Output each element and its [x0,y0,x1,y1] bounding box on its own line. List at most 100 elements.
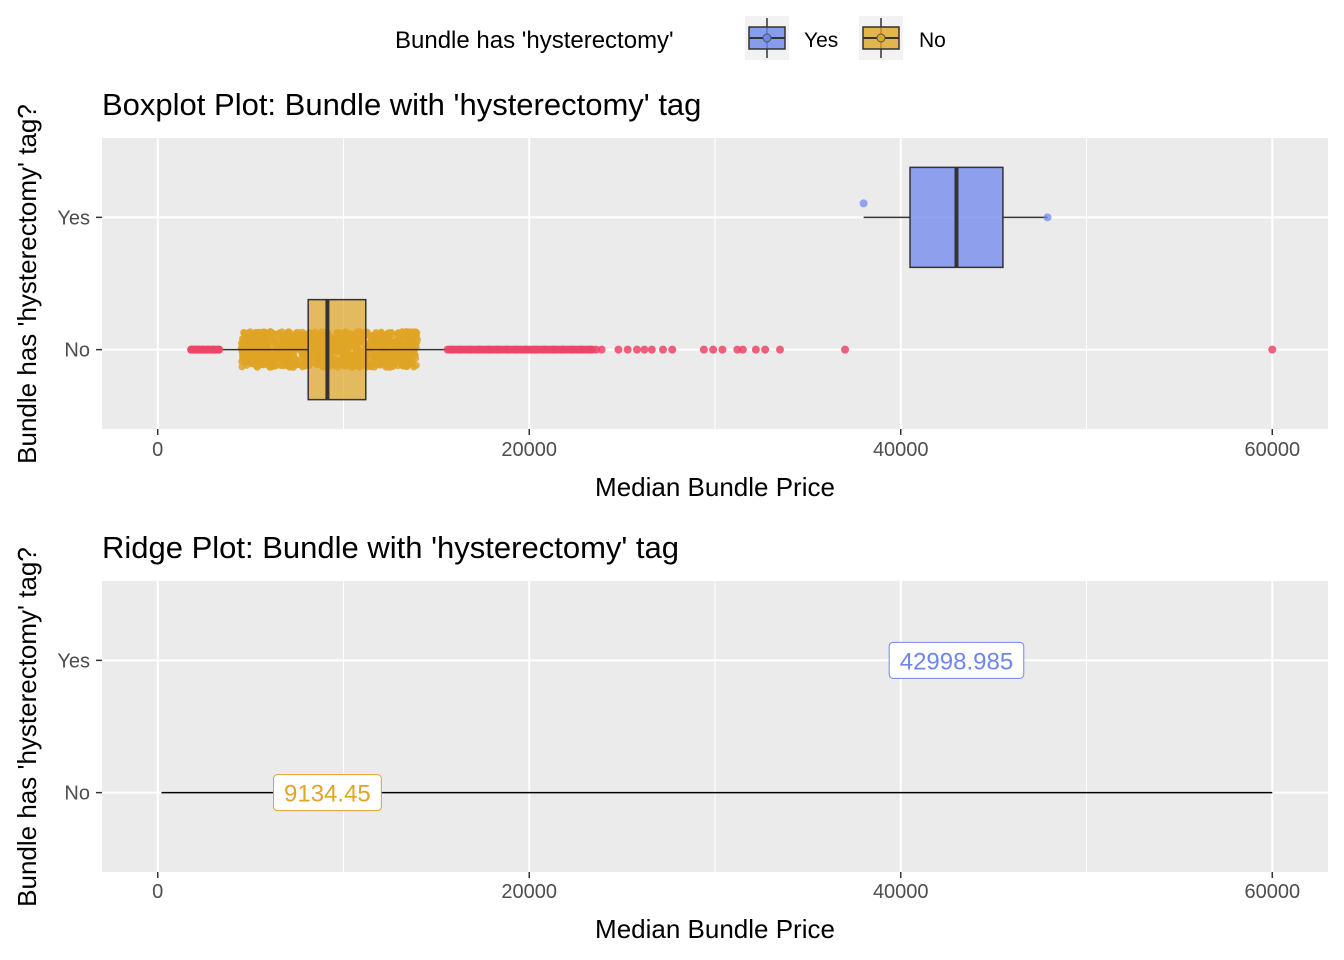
jitter-point [245,352,253,360]
legend-label-no: No [919,29,946,52]
jitter-point [287,343,295,351]
jitter-point [278,360,286,368]
outlier-point [751,345,760,354]
boxplot-panel: Boxplot Plot: Bundle with 'hysterectomy'… [12,87,1328,502]
jitter-point [261,335,269,343]
ridge-title: Ridge Plot: Bundle with 'hysterectomy' t… [102,530,679,565]
boxplot-marks [187,166,1277,401]
boxplot-y-tick-label: Yes [57,207,90,229]
jitter-point [268,353,276,361]
outlier-point [699,345,708,354]
jitter-point [412,328,420,336]
outlier-point [640,345,649,354]
outlier-point [709,345,718,354]
boxplot-y-tick-label: No [64,340,90,362]
jitter-point [364,342,372,350]
ridge-x-tick-label: 60000 [1244,881,1300,903]
boxplot-x-tick-label: 20000 [501,439,557,461]
outlier-point [733,345,742,354]
jitter-point [404,339,412,347]
outlier-point [1043,213,1052,222]
legend-key-no-point [876,33,886,43]
legend-label-yes: Yes [804,29,838,52]
outlier-point [761,345,770,354]
jitter-point [253,334,261,342]
jitter-point [239,355,247,363]
jitter-point [264,361,272,369]
outlier-point [859,199,868,208]
jitter-point [301,341,309,349]
outlier-point [597,345,606,354]
jitter-point [259,349,267,357]
ridge-marks: 42998.985 9134.45 [161,641,1273,812]
boxplot-xlabel: Median Bundle Price [595,472,835,502]
boxplot-ylabel: Bundle has 'hysterectomy' tag? [12,104,42,464]
jitter-point [297,335,305,343]
outlier-point [632,345,641,354]
jitter-point [371,338,379,346]
jitter-point [285,328,293,336]
jitter-point [382,342,390,350]
outlier-point [841,345,850,354]
jitter-point [412,361,420,369]
ridge-x-tick-label: 20000 [501,881,557,903]
boxplot-x-tick-label: 60000 [1244,439,1300,461]
jitter-point [284,337,292,345]
ridge-label-yes: 42998.985 [900,648,1013,675]
outlier-point [1268,345,1277,354]
jitter-point [258,360,266,368]
boxplot-x-tick-label: 0 [152,439,163,461]
jitter-point [267,329,275,337]
jitter-point [370,363,378,371]
jitter-point [401,329,409,337]
outlier-point [614,345,623,354]
outlier-point [668,345,677,354]
boxplot-x-tick-label: 40000 [873,439,929,461]
box-no [307,298,367,401]
jitter-point [404,350,412,358]
jitter-point [246,328,254,336]
jitter-point [411,333,419,341]
jitter-point [379,354,387,362]
jitter-point [240,338,248,346]
jitter-point [277,350,285,358]
jitter-point [288,333,296,341]
outlier-point [738,345,747,354]
jitter-point [388,340,396,348]
ridge-label-no: 9134.45 [284,781,371,808]
outlier-point [658,345,667,354]
outlier-point [215,345,224,354]
boxplot-title: Boxplot Plot: Bundle with 'hysterectomy'… [102,87,701,122]
legend-item-no: No [859,16,946,60]
ridge-xlabel: Median Bundle Price [595,914,835,944]
ridge-y-tick-label: Yes [57,650,90,672]
outlier-point [718,345,727,354]
outlier-point [776,345,785,354]
jitter-point [407,358,415,366]
jitter-point [394,329,402,337]
ridge-x-tick-label: 0 [152,881,163,903]
jitter-point [240,329,248,337]
ridge-panel: Ridge Plot: Bundle with 'hysterectomy' t… [12,530,1328,944]
ridge-ylabel: Bundle has 'hysterectomy' tag? [12,547,42,907]
jitter-point [398,362,406,370]
jitter-point [392,356,400,364]
jitter-point [294,357,302,365]
jitter-point [370,332,378,340]
ridge-axes: 0 20000 40000 60000 No Yes [57,650,1300,903]
jitter-point [282,353,290,361]
legend-key-yes-point [762,33,772,43]
jitter-point [385,329,393,337]
jitter-point [371,354,379,362]
jitter-point [275,329,283,337]
outlier-point [647,345,656,354]
outlier-point [623,345,632,354]
boxplot-axes: 0 20000 40000 60000 No Yes [57,207,1300,461]
ridge-y-tick-label: No [64,783,90,805]
jitter-point [247,360,255,368]
jitter-point [239,349,247,357]
ridge-label-box-yes [888,641,1025,679]
ridge-x-tick-label: 40000 [873,881,929,903]
ridge-label-box-no [273,774,382,812]
